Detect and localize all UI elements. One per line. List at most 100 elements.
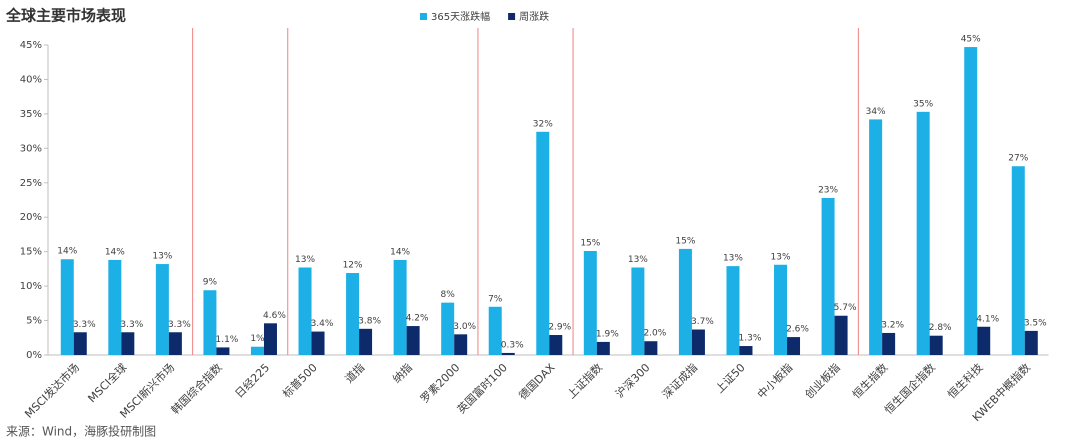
bar bbox=[406, 326, 420, 355]
legend-swatch bbox=[508, 13, 516, 20]
data-label: 2.0% bbox=[643, 329, 666, 339]
x-tick-label: 德国DAX bbox=[516, 360, 558, 402]
data-label: 2.8% bbox=[929, 323, 952, 333]
data-label: 1.9% bbox=[596, 329, 619, 339]
bar bbox=[441, 302, 455, 355]
bar bbox=[726, 266, 740, 355]
bar bbox=[596, 341, 610, 355]
data-label: 0.3% bbox=[501, 340, 524, 350]
data-label: 12% bbox=[343, 261, 363, 271]
x-tick-label: MSCI发达市场 bbox=[22, 360, 82, 420]
bar bbox=[631, 267, 645, 355]
x-tick-label: 英国富时100 bbox=[454, 360, 510, 416]
bar bbox=[929, 335, 943, 355]
data-label: 23% bbox=[818, 185, 838, 195]
bar bbox=[774, 264, 788, 355]
bar bbox=[549, 335, 563, 355]
bar bbox=[882, 332, 896, 355]
data-label: 13% bbox=[295, 255, 315, 265]
x-tick-label: 罗素2000 bbox=[418, 361, 463, 406]
y-tick-label: 30% bbox=[20, 143, 42, 154]
legend-label: 365天涨跌幅 bbox=[431, 10, 490, 23]
x-tick-label: 上证50 bbox=[713, 361, 748, 396]
bar bbox=[359, 328, 373, 355]
bar bbox=[121, 332, 135, 355]
x-tick-label: 深证成指 bbox=[659, 360, 700, 401]
x-tick-label: 恒生科技 bbox=[944, 360, 985, 401]
bar bbox=[203, 290, 217, 355]
data-label: 1.3% bbox=[739, 334, 762, 344]
bar bbox=[1024, 330, 1038, 355]
bar bbox=[216, 347, 230, 355]
data-label: 13% bbox=[771, 252, 791, 262]
data-label: 45% bbox=[961, 35, 981, 45]
data-label: 27% bbox=[1008, 154, 1028, 164]
source-note: 来源：Wind，海豚投研制图 bbox=[6, 424, 156, 439]
bar bbox=[834, 315, 848, 355]
x-tick-label: 标普500 bbox=[279, 360, 319, 400]
y-tick-label: 10% bbox=[20, 281, 42, 292]
bar bbox=[977, 326, 991, 355]
data-label: 14% bbox=[57, 247, 77, 257]
x-tick-label: 创业板指 bbox=[802, 360, 843, 401]
data-label: 3.3% bbox=[120, 320, 143, 330]
data-label: 7% bbox=[488, 294, 503, 304]
x-tick-label: 恒生国企指数 bbox=[881, 360, 938, 417]
y-tick-label: 0% bbox=[26, 350, 42, 361]
data-label: 14% bbox=[105, 247, 125, 257]
bar bbox=[346, 273, 360, 355]
data-label: 2.9% bbox=[548, 323, 571, 333]
data-label: 3.4% bbox=[311, 319, 334, 329]
bar bbox=[739, 346, 753, 355]
y-tick-label: 35% bbox=[20, 109, 42, 120]
bar bbox=[60, 259, 74, 355]
bar bbox=[108, 259, 122, 355]
bar bbox=[583, 250, 597, 355]
bar bbox=[393, 259, 407, 355]
data-label: 4.2% bbox=[406, 314, 429, 324]
bar bbox=[298, 267, 312, 355]
data-label: 1.1% bbox=[215, 335, 238, 345]
data-label: 13% bbox=[723, 254, 743, 264]
legend-label: 周涨跌 bbox=[519, 10, 549, 23]
data-label: 3.7% bbox=[691, 317, 714, 327]
x-tick-label: 纳指 bbox=[389, 360, 414, 385]
data-label: 4.6% bbox=[263, 311, 286, 321]
bar bbox=[311, 331, 325, 355]
y-tick-label: 40% bbox=[20, 74, 42, 85]
data-label: 3.5% bbox=[1024, 318, 1047, 328]
y-tick-label: 20% bbox=[20, 212, 42, 223]
y-tick-label: 5% bbox=[26, 316, 42, 327]
bar bbox=[869, 119, 883, 356]
chart-title: 全球主要市场表现 bbox=[5, 7, 126, 25]
data-label: 3.0% bbox=[453, 322, 476, 332]
bar bbox=[678, 248, 692, 355]
bar bbox=[536, 131, 550, 355]
data-label: 9% bbox=[203, 278, 218, 288]
bar bbox=[691, 329, 705, 355]
bar bbox=[787, 337, 801, 355]
x-tick-label: 道指 bbox=[342, 360, 367, 385]
bar bbox=[73, 332, 87, 355]
y-tick-label: 45% bbox=[20, 40, 42, 51]
data-label: 8% bbox=[441, 290, 456, 300]
data-label: 13% bbox=[152, 252, 172, 262]
data-label: 32% bbox=[533, 119, 553, 129]
bar bbox=[964, 47, 978, 356]
data-label: 3.3% bbox=[73, 320, 96, 330]
legend-swatch bbox=[420, 13, 427, 20]
data-label: 14% bbox=[390, 247, 410, 257]
bar bbox=[644, 341, 658, 355]
x-tick-label: 日经225 bbox=[233, 361, 273, 401]
y-tick-label: 25% bbox=[20, 178, 42, 189]
x-tick-label: 恒生指数 bbox=[849, 360, 890, 401]
bar bbox=[454, 334, 468, 355]
bar bbox=[501, 352, 515, 355]
x-tick-label: 中小板指 bbox=[754, 360, 795, 401]
data-label: 3.3% bbox=[168, 320, 191, 330]
bar bbox=[250, 346, 264, 355]
bar bbox=[155, 264, 169, 355]
data-label: 1% bbox=[250, 334, 265, 344]
data-label: 15% bbox=[675, 236, 695, 246]
